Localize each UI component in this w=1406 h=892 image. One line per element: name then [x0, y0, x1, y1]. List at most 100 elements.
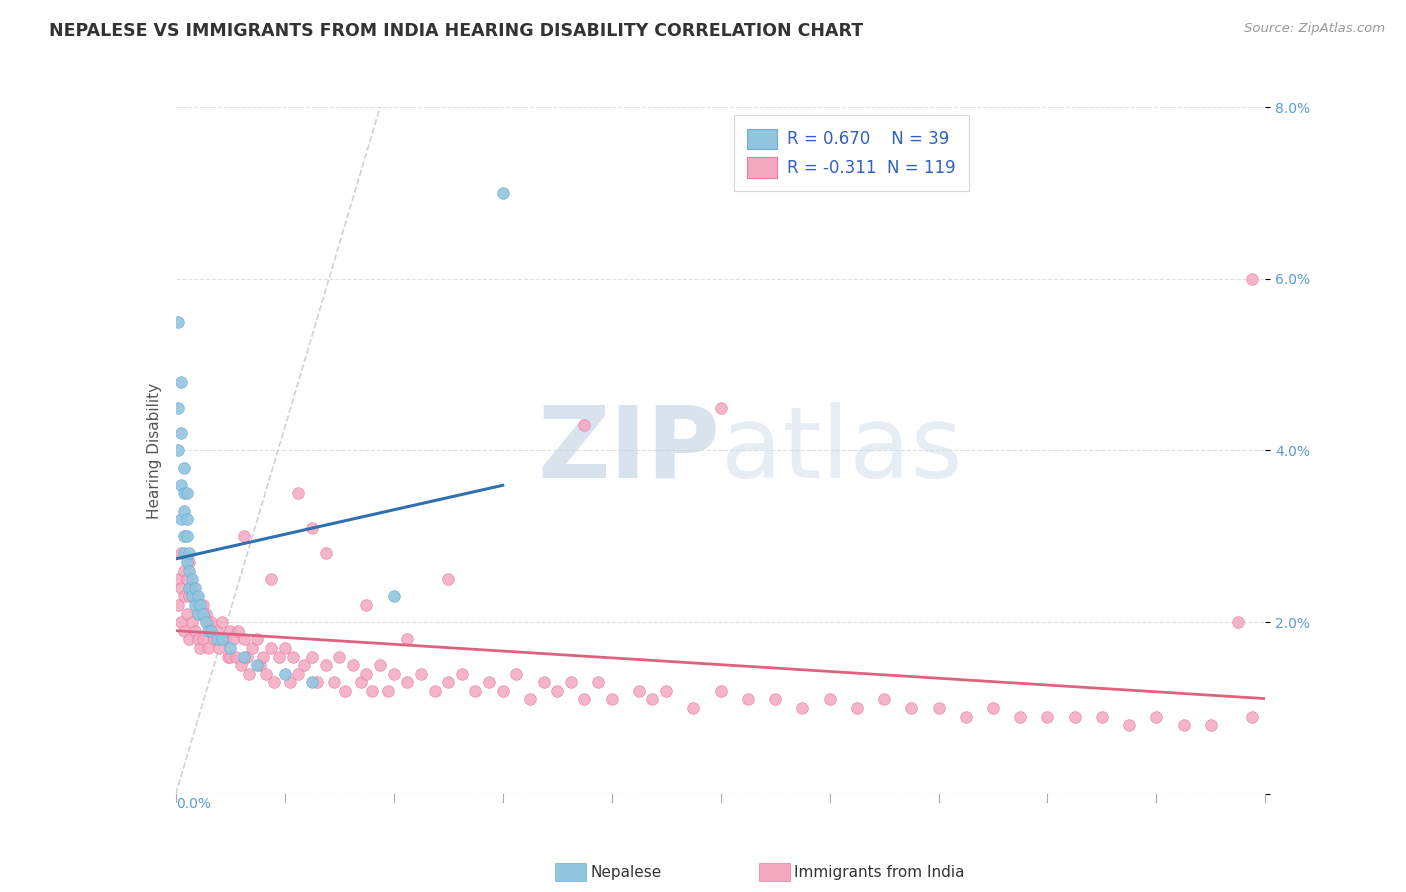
Point — [205, 632, 228, 647]
Point — [179, 632, 201, 647]
Point — [627, 683, 650, 698]
Point — [260, 640, 283, 655]
Point — [170, 615, 193, 630]
Point — [246, 632, 269, 647]
Point — [211, 615, 233, 630]
Point — [200, 615, 222, 630]
Point — [191, 632, 214, 647]
Point — [179, 546, 201, 561]
Point — [955, 709, 977, 723]
Point — [219, 649, 242, 664]
Point — [437, 675, 460, 690]
Point — [368, 658, 391, 673]
Point — [179, 564, 201, 578]
Point — [1010, 709, 1032, 723]
Point — [287, 486, 309, 500]
Point — [176, 512, 198, 526]
Point — [181, 615, 204, 630]
Point — [492, 683, 515, 698]
Point — [450, 666, 472, 681]
Point — [170, 581, 193, 595]
Point — [173, 529, 195, 543]
Point — [322, 675, 344, 690]
Point — [176, 555, 198, 569]
Text: Immigrants from India: Immigrants from India — [794, 865, 965, 880]
Point — [197, 615, 219, 630]
Point — [252, 649, 274, 664]
Point — [763, 692, 786, 706]
Point — [176, 486, 198, 500]
Point — [682, 701, 704, 715]
Point — [179, 590, 201, 604]
Text: Source: ZipAtlas.com: Source: ZipAtlas.com — [1244, 22, 1385, 36]
Point — [170, 478, 193, 492]
Point — [188, 598, 211, 612]
Point — [181, 590, 204, 604]
Point — [231, 658, 253, 673]
Point — [356, 598, 378, 612]
Point — [1036, 709, 1059, 723]
Point — [900, 701, 922, 715]
Point — [238, 666, 260, 681]
Point — [173, 546, 195, 561]
Point — [184, 581, 207, 595]
Point — [191, 598, 214, 612]
Point — [281, 649, 304, 664]
Point — [263, 675, 285, 690]
Point — [1240, 709, 1263, 723]
Point — [737, 692, 759, 706]
Point — [360, 683, 382, 698]
Point — [186, 607, 209, 621]
Point — [205, 624, 228, 638]
Point — [181, 572, 204, 586]
Legend: R = 0.670    N = 39, R = -0.311  N = 119: R = 0.670 N = 39, R = -0.311 N = 119 — [734, 115, 969, 191]
Point — [464, 683, 486, 698]
Text: NEPALESE VS IMMIGRANTS FROM INDIA HEARING DISABILITY CORRELATION CHART: NEPALESE VS IMMIGRANTS FROM INDIA HEARIN… — [49, 22, 863, 40]
Point — [188, 640, 211, 655]
Point — [167, 401, 190, 415]
Point — [232, 529, 254, 543]
Point — [382, 590, 405, 604]
Point — [188, 607, 211, 621]
Point — [167, 572, 190, 586]
Point — [167, 598, 190, 612]
Point — [176, 529, 198, 543]
Point — [301, 521, 323, 535]
Point — [269, 649, 291, 664]
Point — [228, 624, 250, 638]
Point — [478, 675, 501, 690]
Point — [396, 675, 419, 690]
Point — [167, 315, 190, 329]
Point — [179, 581, 201, 595]
Point — [278, 675, 301, 690]
Point — [382, 666, 405, 681]
Point — [173, 486, 195, 500]
Point — [600, 692, 623, 706]
Point — [170, 546, 193, 561]
Point — [249, 658, 271, 673]
Point — [546, 683, 568, 698]
Point — [301, 675, 323, 690]
Point — [1173, 718, 1195, 732]
Point — [655, 683, 678, 698]
Point — [409, 666, 432, 681]
Point — [232, 632, 254, 647]
Point — [641, 692, 664, 706]
Point — [292, 658, 315, 673]
Point — [342, 658, 364, 673]
Point — [845, 701, 868, 715]
Point — [301, 649, 323, 664]
Point — [197, 624, 219, 638]
Point — [219, 624, 242, 638]
Point — [170, 512, 193, 526]
Point — [1063, 709, 1085, 723]
Point — [492, 186, 515, 200]
Point — [202, 632, 225, 647]
Point — [287, 666, 309, 681]
Point — [186, 598, 209, 612]
Text: atlas: atlas — [721, 402, 962, 499]
Point — [315, 546, 337, 561]
Point — [519, 692, 541, 706]
Point — [173, 564, 195, 578]
Point — [173, 624, 195, 638]
